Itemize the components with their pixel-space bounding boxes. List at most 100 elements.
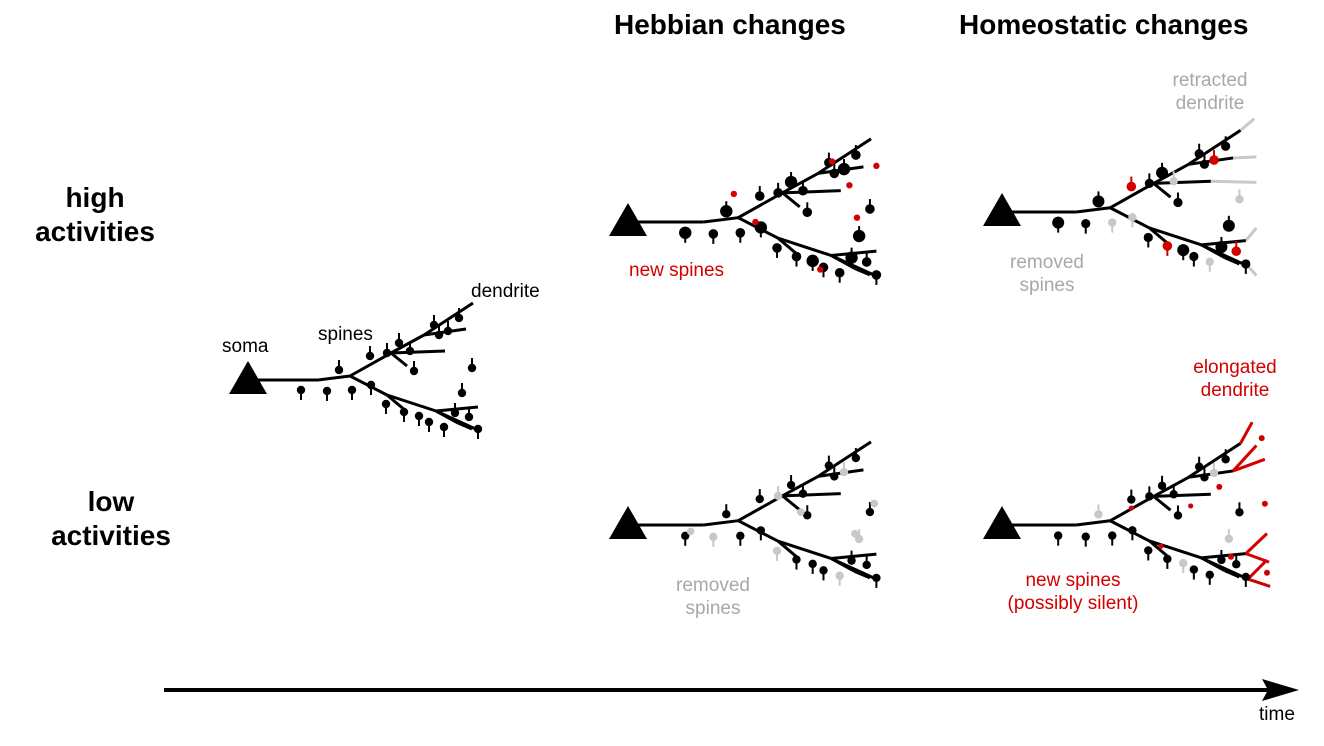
new-spine — [1261, 500, 1268, 507]
new-spine — [1227, 553, 1234, 560]
spine-head — [862, 560, 871, 570]
spine-head — [1156, 166, 1169, 179]
spine-head — [1241, 259, 1251, 269]
dendrite-branch — [830, 552, 877, 560]
soma-triangle — [609, 506, 647, 539]
row-label-high: high activities — [20, 181, 170, 248]
dendrite-branch — [703, 519, 739, 527]
new-spine — [1128, 505, 1134, 511]
elongated-dendrite-branch — [1239, 421, 1254, 445]
spine-head — [1143, 232, 1153, 243]
neuron-hebbian-low — [609, 440, 881, 588]
elongated-dendrite-branch — [1232, 457, 1266, 473]
spine-head — [851, 150, 861, 160]
spine-head — [439, 422, 449, 432]
spine-head — [347, 385, 357, 395]
dendrite-branch — [390, 349, 446, 355]
spine-head — [1221, 141, 1231, 151]
removed-spine — [1224, 534, 1234, 543]
new-spine — [1264, 569, 1270, 576]
dendrite-branch — [782, 189, 841, 195]
elongated-dendrite-branch — [1231, 444, 1258, 472]
removed-spine — [686, 527, 695, 536]
label-hebbian-low-removed-spines: removed spines — [663, 575, 763, 621]
removed-spine — [851, 529, 859, 538]
new-spine — [828, 158, 836, 165]
spine-head — [1177, 244, 1190, 257]
spine-head — [457, 388, 467, 398]
spine-head — [865, 204, 875, 214]
spine-head — [434, 330, 444, 340]
retracted-dendrite-branch — [1239, 117, 1256, 132]
axis-label-time: time — [1259, 704, 1295, 725]
homeo-removed-line2: spines — [1019, 274, 1075, 296]
new-spine — [1258, 435, 1265, 442]
spine-head — [1232, 560, 1241, 569]
dendrite-branch — [830, 557, 880, 582]
spine-head — [409, 366, 419, 376]
spine-head — [754, 221, 768, 234]
spine-head — [381, 399, 391, 409]
removed-spine — [1094, 510, 1103, 519]
label-elongated-dendrite: elongated dendrite — [1180, 357, 1290, 403]
spine-head — [464, 412, 474, 422]
retracted-dendrite-branch — [1210, 179, 1257, 184]
spine-head — [1052, 216, 1065, 229]
dendrite-branch — [423, 301, 474, 337]
spine-head — [720, 205, 733, 218]
spine-head — [322, 386, 332, 396]
spine-head — [798, 185, 808, 196]
spine-head — [1222, 219, 1235, 232]
dendrite-branch — [349, 351, 392, 378]
spine-head — [405, 346, 415, 356]
dendrite-branch — [1200, 556, 1249, 581]
time-axis — [164, 679, 1299, 701]
spine-head — [366, 380, 376, 390]
spine-head — [772, 243, 782, 253]
spine-head — [1081, 219, 1091, 229]
retracted-dendrite-branch — [1244, 226, 1258, 242]
removed-spine — [709, 532, 718, 542]
removed-spine — [772, 546, 782, 556]
label-spines: spines — [318, 324, 373, 345]
new-spine — [1162, 241, 1173, 251]
spine-head — [1189, 251, 1199, 262]
new-spine — [853, 214, 861, 221]
removed-spine — [1128, 213, 1137, 222]
spine-head — [681, 531, 690, 540]
spine-head — [1145, 492, 1154, 501]
label-hebbian-high-new-spines: new spines — [629, 260, 725, 281]
spine-head — [798, 489, 808, 498]
spine-head — [1081, 532, 1090, 541]
spine-head — [784, 175, 798, 189]
dendrite-branch — [817, 440, 872, 478]
spine-head — [791, 251, 802, 262]
hebbian-removed-line1: removed — [676, 575, 750, 596]
row-label-high-line2: activities — [35, 215, 155, 247]
dendrite-branch — [1200, 243, 1249, 268]
spine-head — [1092, 195, 1105, 208]
removed-spine — [854, 534, 864, 544]
time-arrow-head — [1262, 679, 1299, 701]
removed-spine — [1169, 177, 1178, 186]
spine-head — [806, 254, 819, 268]
spine-head — [872, 573, 881, 583]
spine-head — [847, 556, 856, 565]
elongated-dendrite-branch — [1247, 577, 1271, 588]
dendrite-branch — [782, 492, 841, 498]
spine-head — [755, 494, 764, 504]
dendrite-branch — [1152, 162, 1190, 185]
spine-head — [852, 229, 866, 243]
spine-head — [1144, 546, 1153, 555]
spine-head — [845, 251, 858, 264]
spine-head — [334, 365, 344, 375]
elongated-dendrite-branch — [1244, 532, 1269, 555]
spine-head — [443, 326, 453, 336]
spine-head — [819, 566, 828, 575]
removed-spine — [1209, 468, 1219, 478]
dendrite-branch — [737, 494, 784, 522]
row-label-high-line1: high — [65, 182, 125, 213]
new-spine — [752, 218, 759, 226]
header-hebbian: Hebbian changes — [614, 9, 846, 40]
removed-spine — [835, 571, 844, 580]
